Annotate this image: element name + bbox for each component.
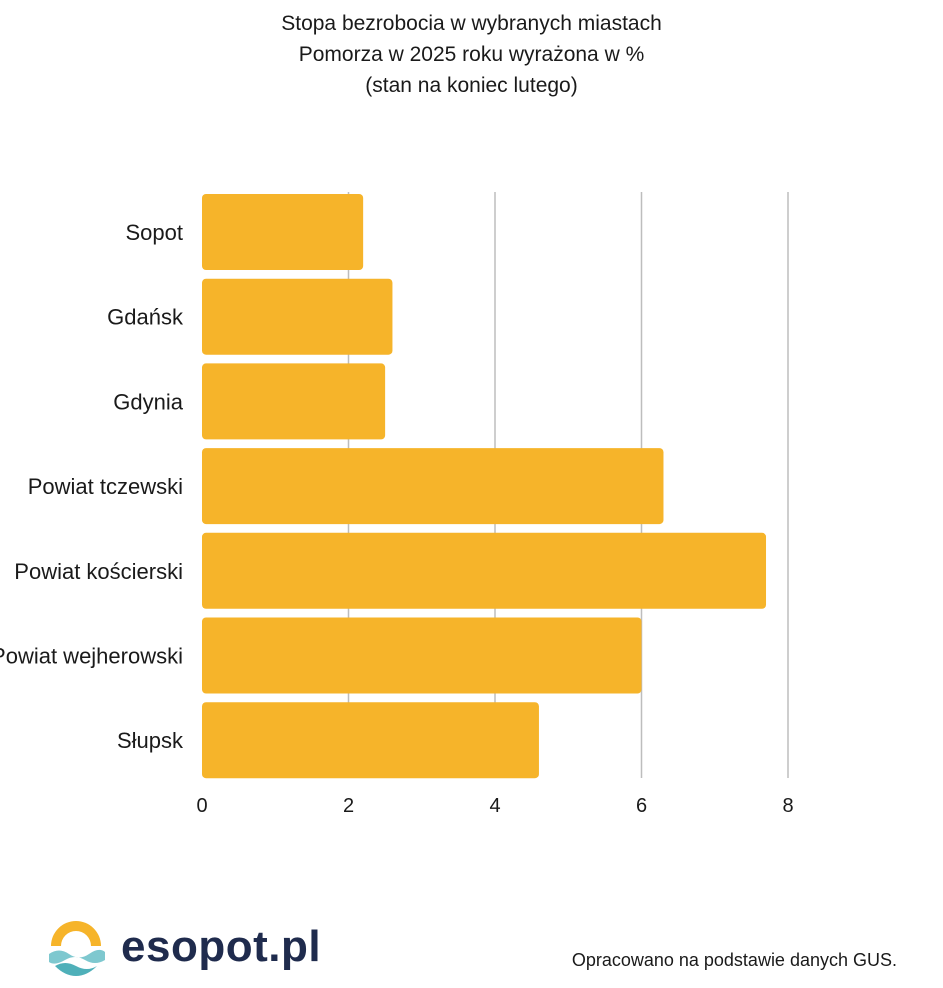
logo-text: esopot.pl (121, 922, 322, 971)
bar-4 (202, 448, 664, 525)
chart-title-line-3: (stan na koniec lutego) (365, 74, 578, 97)
chart-title-line-2: Pomorza w 2025 roku wyrażona w % (298, 43, 645, 66)
source-note: Opracowano na podstawie danych GUS. (571, 950, 897, 970)
category-label-3: Gdynia (113, 389, 183, 414)
bar-2 (202, 278, 393, 355)
x-tick-label-2: 2 (343, 795, 354, 817)
sun-over-waves-icon (49, 921, 105, 976)
chart-title: Stopa bezrobocia w wybranych miastach Po… (0, 8, 943, 101)
category-label-5: Powiat kościerski (14, 559, 183, 584)
esopot-logo: esopot.pl (45, 915, 321, 979)
category-label-6: Powiat wejherowski (0, 644, 183, 669)
bar-1 (202, 194, 364, 270)
bar-chart: Sopot Gdańsk Gdynia Powiat tczewski Powiat k… (0, 192, 794, 817)
category-label-7: Słupsk (117, 728, 184, 753)
chart-title-line-1: Stopa bezrobocia w wybranych miastach (281, 12, 662, 35)
bar-3 (202, 363, 386, 440)
x-tick-label-0: 0 (196, 795, 207, 817)
bar-7 (202, 702, 539, 779)
category-label-2: Gdańsk (107, 305, 184, 330)
category-label-1: Sopot (126, 220, 184, 245)
category-label-4: Powiat tczewski (28, 474, 183, 499)
x-tick-label-8: 8 (782, 795, 793, 817)
x-tick-label-4: 4 (489, 795, 500, 817)
bar-5 (202, 532, 767, 609)
bar-6 (202, 617, 642, 694)
x-tick-label-6: 6 (636, 795, 647, 817)
